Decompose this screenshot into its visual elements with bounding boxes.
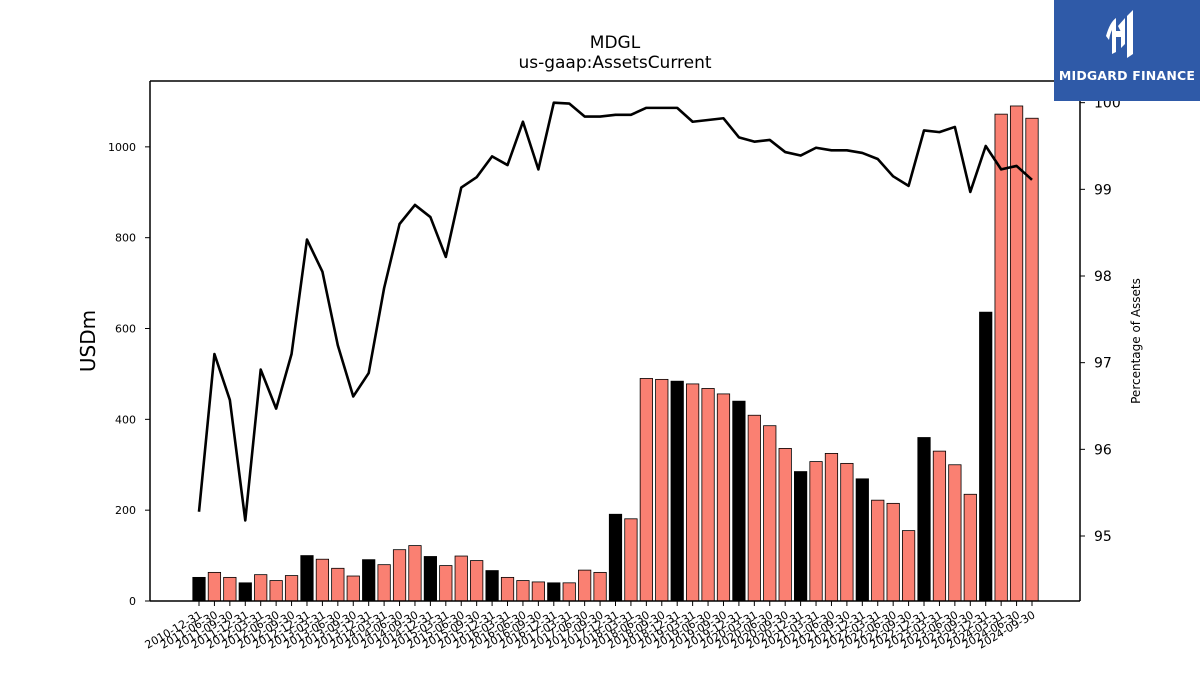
bar — [948, 464, 962, 602]
bar — [578, 569, 592, 602]
bar — [284, 575, 299, 602]
bar — [439, 565, 453, 602]
y2-axis-label: Percentage of Assets — [1129, 278, 1143, 404]
y-tick-label: 600 — [115, 323, 136, 336]
y2-tick-label: 96 — [1094, 442, 1112, 458]
y2-tick-label: 97 — [1094, 356, 1112, 372]
chart-subtitle: us-gaap:AssetsCurrent — [518, 53, 711, 73]
brand-logo: MIDGARD FINANCE — [1054, 0, 1200, 101]
bar — [562, 582, 576, 602]
bar — [516, 580, 530, 602]
bar — [963, 493, 977, 602]
bar — [331, 567, 345, 602]
y-tick-label: 200 — [115, 504, 136, 517]
bar — [207, 571, 222, 602]
logo-text: MIDGARD FINANCE — [1058, 68, 1196, 83]
bar — [639, 378, 653, 602]
bar — [500, 576, 515, 602]
y-axis-ticks: 0 200 400 600 800 1000 — [108, 141, 150, 608]
bar — [732, 400, 746, 602]
percentage-line — [197, 101, 1033, 522]
bar — [670, 380, 684, 602]
bar — [716, 393, 731, 602]
bar — [608, 513, 623, 602]
bar — [655, 378, 669, 602]
bar — [192, 576, 206, 602]
bar — [1009, 105, 1024, 602]
bar — [624, 518, 638, 602]
bar — [300, 555, 314, 602]
bar — [377, 564, 391, 602]
y-tick-label: 1000 — [108, 141, 136, 154]
bar — [547, 582, 561, 602]
percentage-line-series — [197, 101, 1033, 522]
x-axis-ticks: 2010-12-312011-06-302011-09-302011-12-31… — [143, 601, 1038, 652]
y-axis-label: USDm — [76, 310, 100, 372]
bar — [794, 471, 808, 602]
bar — [362, 559, 376, 602]
bar — [824, 452, 839, 602]
bar — [269, 580, 283, 602]
bar — [470, 560, 484, 602]
y-tick-label: 0 — [129, 595, 136, 608]
y2-tick-label: 99 — [1094, 182, 1112, 198]
y2-tick-label: 98 — [1094, 269, 1112, 285]
bar — [871, 499, 885, 602]
bar — [840, 462, 854, 602]
bar — [593, 571, 607, 602]
bar — [238, 582, 252, 602]
bar — [747, 414, 761, 602]
bar — [423, 556, 437, 602]
bar — [855, 478, 869, 602]
bar — [531, 581, 545, 602]
chart-title: MDGL — [590, 33, 641, 53]
bar — [932, 450, 947, 602]
bar — [763, 425, 777, 602]
y-tick-label: 800 — [115, 232, 136, 245]
y-tick-label: 400 — [115, 413, 136, 426]
bar — [223, 576, 237, 602]
bar — [408, 545, 422, 602]
bar — [392, 549, 407, 602]
bar — [346, 575, 360, 602]
bar — [979, 311, 993, 602]
bar — [778, 448, 792, 602]
bar — [701, 388, 715, 602]
bar — [254, 574, 268, 602]
midgard-logo-icon — [1106, 10, 1133, 58]
bar — [917, 437, 931, 602]
bar — [886, 502, 900, 602]
y2-tick-label: 95 — [1094, 529, 1112, 545]
bar — [809, 461, 823, 602]
bar — [994, 113, 1008, 602]
bar — [454, 555, 468, 602]
bar — [686, 383, 700, 602]
bar — [1025, 117, 1039, 602]
bar — [901, 530, 916, 602]
bar — [315, 558, 330, 602]
bar — [485, 570, 499, 602]
